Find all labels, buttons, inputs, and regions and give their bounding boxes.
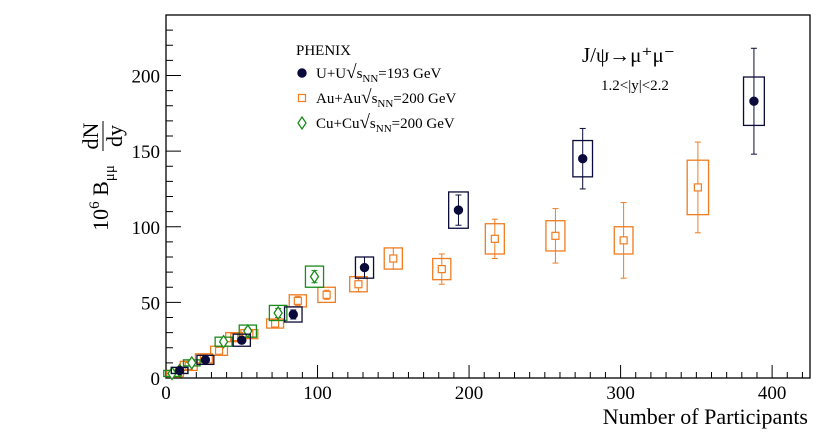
point-auau: [551, 231, 560, 240]
annotation-main: J/ψ→μ⁺μ⁻: [582, 43, 675, 67]
point-uu: [749, 96, 759, 106]
sys-box-auau: [317, 286, 337, 304]
sys-box-cucu: [304, 265, 325, 288]
y-axis-title: 106 Bμμ dN dy: [78, 121, 127, 231]
ylabel-prefix: 10: [88, 209, 113, 231]
point-auau: [322, 290, 331, 299]
legend-label-uu: U+U√sNN=193 GeV: [316, 62, 441, 85]
sys-box-uu: [283, 306, 303, 323]
x-tick-label: 200: [455, 383, 484, 404]
x-tick-label: 100: [303, 383, 332, 404]
point-auau: [437, 265, 446, 274]
y-tick-label: 200: [132, 67, 161, 88]
series-uu: [170, 47, 765, 376]
sys-box-uu: [448, 191, 469, 229]
sys-box-uu: [232, 333, 252, 347]
legend-title: PHENIX: [296, 43, 351, 59]
legend-entry-uu: U+U√sNN=193 GeV: [297, 62, 441, 85]
y-tick-label: 150: [132, 142, 161, 163]
legend-entry-cucu: Cu+Cu√sNN=200 GeV: [297, 112, 455, 135]
legend-label-cucu: Cu+Cu√sNN=200 GeV: [316, 112, 455, 135]
sys-box-cucu: [268, 304, 288, 322]
legend-label-auau: Au+Au√sNN=200 GeV: [316, 87, 456, 110]
x-tick-label: 0: [161, 383, 171, 404]
point-auau: [389, 254, 398, 263]
point-uu: [288, 309, 298, 320]
point-auau: [693, 183, 702, 192]
point-cucu: [186, 355, 197, 371]
ylabel-b: B: [88, 181, 113, 196]
y-tick-label: 0: [151, 369, 161, 390]
legend-marker-cucu: [297, 115, 307, 131]
x-tick-label: 300: [606, 383, 635, 404]
point-auau: [354, 280, 363, 289]
point-auau: [214, 346, 224, 355]
plot-frame: [165, 14, 811, 379]
x-tick-label: 400: [758, 383, 787, 404]
ylabel-frac-num: dN: [78, 122, 103, 149]
point-uu: [453, 205, 464, 215]
series-auau: [166, 141, 710, 378]
point-uu: [359, 262, 370, 273]
ylabel-prefix-exp: 6: [87, 201, 103, 209]
point-auau: [619, 236, 628, 245]
point-uu: [174, 365, 185, 376]
x-axis-title: Number of Participants: [603, 404, 808, 429]
svg-text:106 Bμμ: 106 Bμμ: [87, 165, 118, 231]
legend-marker-auau: [297, 93, 307, 103]
point-auau: [490, 234, 499, 243]
ylabel-frac-den: dy: [102, 125, 127, 147]
series-cucu: [163, 265, 325, 381]
sys-box-auau: [266, 318, 285, 329]
point-cucu: [218, 334, 229, 349]
y-tick-label: 100: [132, 218, 161, 239]
point-uu: [237, 335, 247, 345]
point-cucu: [309, 269, 320, 284]
legend-entry-auau: Au+Au√sNN=200 GeV: [297, 87, 456, 110]
y-tick-label: 50: [141, 293, 160, 314]
point-uu: [200, 355, 211, 365]
annotation-sub: 1.2<|y|<2.2: [601, 78, 669, 94]
axes: 0 100 200 300 400 0 50 100 150 200: [132, 14, 803, 404]
data-layer: [163, 47, 765, 381]
legend-marker-uu: [297, 68, 307, 78]
point-uu: [578, 153, 588, 164]
point-auau: [293, 296, 302, 305]
point-cucu: [273, 305, 283, 321]
ylabel-b-sub: μμ: [102, 165, 118, 181]
